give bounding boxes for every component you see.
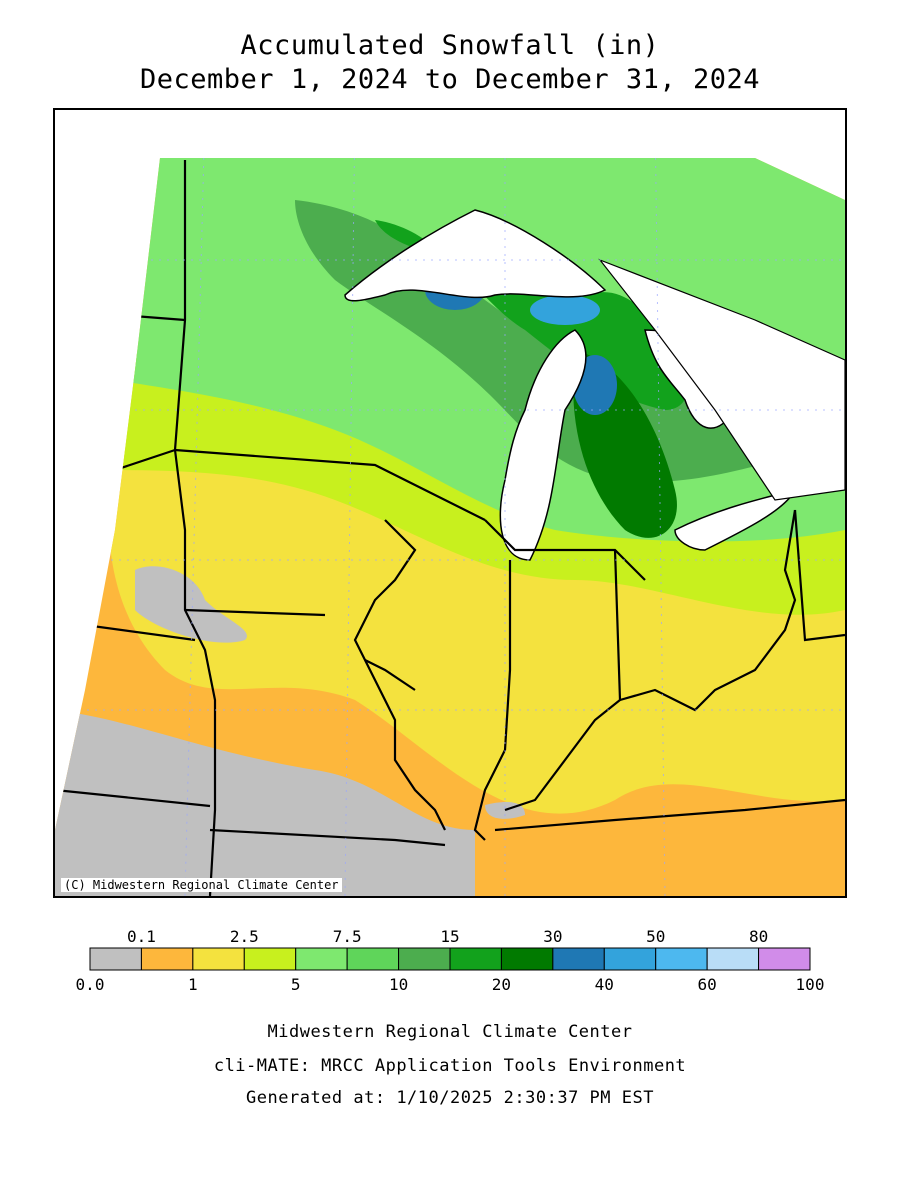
legend-bottom-label: 20 <box>492 975 511 994</box>
legend-top-label: 2.5 <box>230 927 259 946</box>
legend-bottom-label: 10 <box>389 975 408 994</box>
legend-top-label: 50 <box>646 927 665 946</box>
legend-bin <box>243 947 297 971</box>
legend-bin <box>500 947 554 971</box>
region-dark-green <box>375 220 689 410</box>
footer-generated-time: Generated at: 1/10/2025 2:30:37 PM EST <box>246 1088 654 1108</box>
legend-bin <box>655 947 708 971</box>
legend-bin <box>192 947 245 971</box>
lake-erie <box>674 488 797 551</box>
legend-bin <box>603 947 657 971</box>
map-canvas <box>55 158 845 896</box>
ontario-no-data <box>598 258 845 501</box>
region-blue-up <box>530 295 600 325</box>
legend-bin <box>706 947 760 971</box>
legend-bin <box>295 947 348 971</box>
map-title: Accumulated Snowfall (in) <box>240 30 660 61</box>
legend-top-label: 0.1 <box>127 927 156 946</box>
snowfall-map: (C) Midwestern Regional Climate Center <box>53 108 847 898</box>
legend-top-label: 80 <box>749 927 768 946</box>
legend-bin <box>552 947 605 971</box>
legend-bottom-label: 1 <box>188 975 198 994</box>
legend-bottom-label: 60 <box>698 975 717 994</box>
lake-superior <box>344 209 607 302</box>
region-gray-south <box>55 710 475 896</box>
legend-bottom-label: 0.0 <box>76 975 105 994</box>
legend-bin <box>449 947 502 971</box>
legend-top-label: 30 <box>543 927 562 946</box>
region-gray-iowa <box>135 566 247 643</box>
legend-top-label: 7.5 <box>333 927 362 946</box>
legend-bottom-label: 100 <box>796 975 825 994</box>
color-legend: 0.1 2.5 7.5 15 30 50 80 0.0 1 5 10 20 40 60 100 <box>76 927 825 994</box>
legend-bin <box>89 947 142 971</box>
legend-bin <box>758 947 811 971</box>
footer-center-name: Midwestern Regional Climate Center <box>267 1022 633 1042</box>
legend-top-label: 15 <box>440 927 459 946</box>
graticule <box>55 158 845 896</box>
legend-bottom-label: 5 <box>291 975 301 994</box>
footer-tool-name: cli-MATE: MRCC Application Tools Environ… <box>213 1056 687 1076</box>
legend-bottom-label: 40 <box>595 975 614 994</box>
legend-bin <box>346 947 400 971</box>
map-copyright: (C) Midwestern Regional Climate Center <box>61 878 342 892</box>
map-date-range: December 1, 2024 to December 31, 2024 <box>140 64 760 95</box>
legend-bin <box>398 947 451 971</box>
legend-bin <box>140 947 194 971</box>
